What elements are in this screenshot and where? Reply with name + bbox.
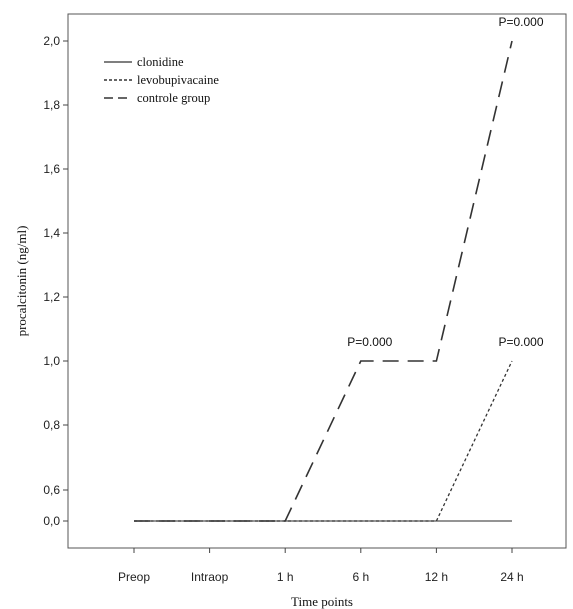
legend: clonidine levobupivacaine controle group: [104, 55, 219, 105]
series-line-controle-group: [134, 40, 513, 522]
p-value-annotation: P=0.000: [347, 335, 392, 349]
x-tick-label: 24 h: [500, 570, 523, 584]
x-axis: Preop Intraop 1 h 6 h 12 h 24 h: [118, 548, 524, 584]
legend-label-clonidine: clonidine: [137, 55, 184, 69]
y-tick-label: 1,0: [43, 354, 60, 368]
p-value-annotation: P=0.000: [498, 15, 543, 29]
y-tick-label: 1,4: [43, 226, 60, 240]
x-tick-label: Preop: [118, 570, 150, 584]
x-axis-title: Time points: [291, 594, 353, 609]
y-tick-label: 1,6: [43, 162, 60, 176]
x-tick-label: 6 h: [352, 570, 369, 584]
plot-frame: [67, 13, 567, 549]
legend-label-controle-group: controle group: [137, 91, 210, 105]
y-tick-label: 0,8: [43, 418, 60, 432]
y-tick-label: 0,6: [43, 483, 60, 497]
y-tick-label: 2,0: [43, 34, 60, 48]
x-tick-label: 1 h: [277, 570, 294, 584]
x-tick-label: Intraop: [191, 570, 229, 584]
y-axis-title: procalcitonin (ng/ml): [14, 226, 29, 337]
series-layer: [134, 40, 513, 522]
legend-label-levobupivacaine: levobupivacaine: [137, 73, 219, 87]
y-axis: 0,0 0,6 0,8 1,0 1,2 1,4 1,6 1,8 2,0: [43, 34, 68, 528]
annotation-layer: P=0.000 P=0.000 P=0.000: [347, 15, 544, 349]
y-tick-label: 0,0: [43, 514, 60, 528]
y-tick-label: 1,8: [43, 98, 60, 112]
y-tick-label: 1,2: [43, 290, 60, 304]
p-value-annotation: P=0.000: [498, 335, 543, 349]
x-tick-label: 12 h: [425, 570, 448, 584]
